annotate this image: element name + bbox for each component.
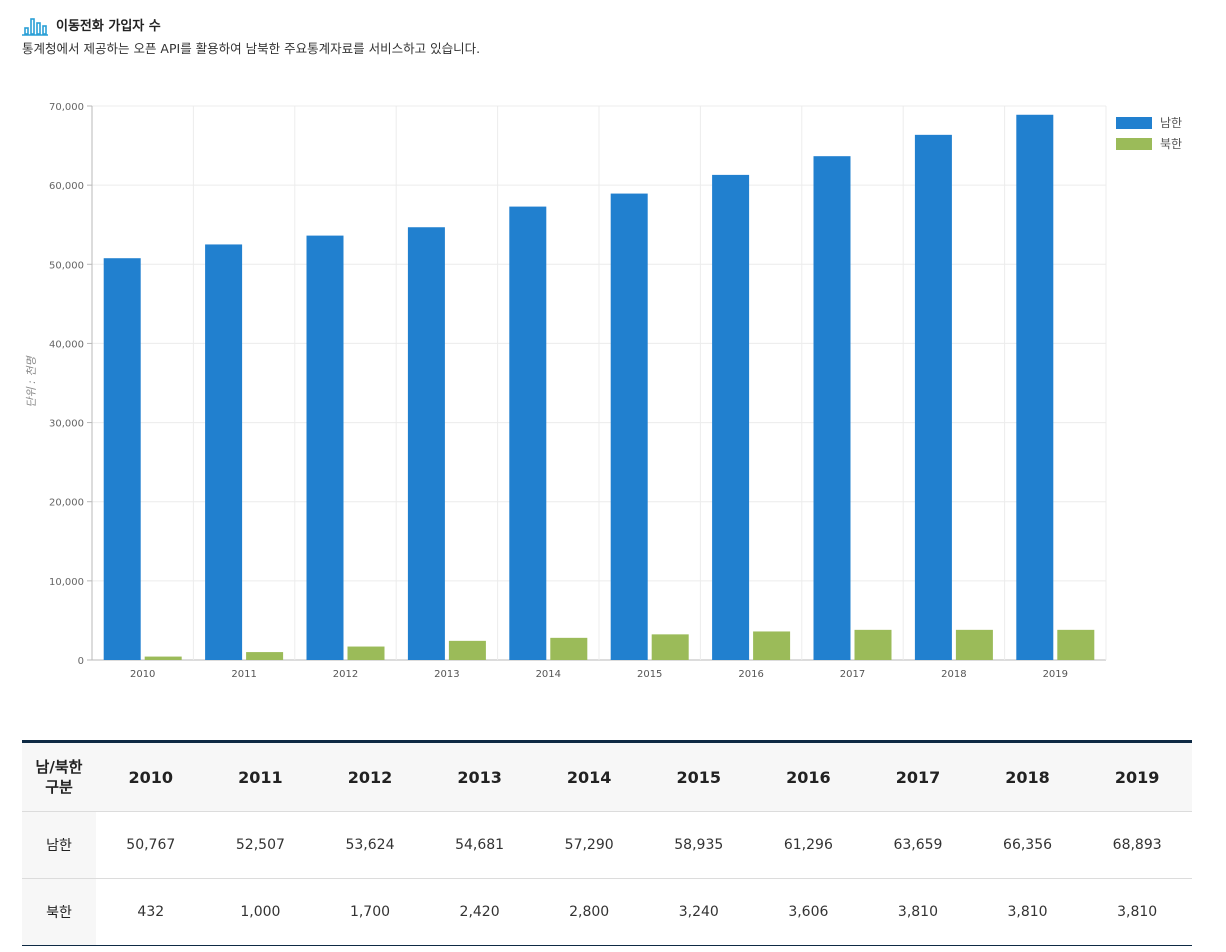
y-tick-label: 50,000 bbox=[49, 260, 84, 271]
table-cell: 3,810 bbox=[972, 878, 1083, 946]
bar-north bbox=[1057, 629, 1095, 660]
chart-legend: 남한 북한 bbox=[1116, 112, 1182, 154]
legend-item-south[interactable]: 남한 bbox=[1116, 112, 1182, 133]
table-cell: 63,659 bbox=[863, 811, 973, 879]
year-header: 2015 bbox=[643, 741, 754, 812]
year-header: 2019 bbox=[1082, 741, 1192, 812]
table-cell: 52,507 bbox=[205, 811, 316, 879]
bar-chart-icon bbox=[22, 18, 48, 36]
x-tick-label: 2010 bbox=[130, 669, 155, 680]
y-tick-label: 0 bbox=[78, 656, 84, 667]
y-axis-label: 단위 : 천명 bbox=[25, 356, 38, 408]
page-title: 이동전화 가입자 수 bbox=[56, 19, 161, 34]
table-cell: 53,624 bbox=[315, 811, 425, 879]
bar-north bbox=[144, 656, 182, 660]
y-tick-label: 20,000 bbox=[49, 498, 84, 509]
x-tick-label: 2011 bbox=[231, 669, 256, 680]
legend-label-south: 남한 bbox=[1160, 116, 1183, 130]
y-tick-label: 40,000 bbox=[49, 339, 84, 350]
bar-north bbox=[550, 637, 588, 660]
page-subtitle: 통계청에서 제공하는 오픈 API를 활용하여 남북한 주요통계자료를 서비스하… bbox=[22, 41, 481, 56]
table-cell: 61,296 bbox=[753, 811, 864, 879]
table-header-row: 남/북한 구분 2010 2011 2012 2013 2014 2015 20… bbox=[22, 741, 1192, 812]
table-cell: 3,810 bbox=[863, 878, 973, 946]
table-cell: 432 bbox=[96, 878, 206, 946]
table-cell: 1,700 bbox=[315, 878, 425, 946]
year-header: 2017 bbox=[863, 741, 973, 812]
year-header: 2012 bbox=[315, 741, 425, 812]
y-tick-label: 60,000 bbox=[49, 181, 84, 192]
x-tick-label: 2018 bbox=[941, 669, 966, 680]
bar-north bbox=[651, 634, 689, 660]
legend-label-north: 북한 bbox=[1160, 137, 1183, 151]
bar-south bbox=[813, 156, 851, 660]
x-tick-label: 2012 bbox=[333, 669, 358, 680]
bar-north bbox=[955, 629, 993, 660]
table-cell: 3,606 bbox=[753, 878, 864, 946]
y-tick-label: 10,000 bbox=[49, 577, 84, 588]
row-label: 남한 bbox=[22, 811, 96, 879]
legend-item-north[interactable]: 북한 bbox=[1116, 133, 1182, 154]
table-cell: 2,420 bbox=[424, 878, 535, 946]
bar-south bbox=[712, 174, 750, 661]
x-tick-label: 2016 bbox=[738, 669, 763, 680]
bar-south bbox=[103, 258, 141, 660]
bar-north bbox=[347, 646, 385, 660]
table-cell: 50,767 bbox=[96, 811, 206, 879]
table-row-north: 북한 432 1,000 1,700 2,420 2,800 3,240 3,6… bbox=[22, 878, 1192, 946]
bar-south bbox=[205, 244, 243, 661]
table-row-south: 남한 50,767 52,507 53,624 54,681 57,290 58… bbox=[22, 811, 1192, 879]
row-label: 북한 bbox=[22, 878, 96, 946]
y-tick-label: 30,000 bbox=[49, 419, 84, 430]
table-cell: 57,290 bbox=[534, 811, 644, 879]
corner-label-line2: 구분 bbox=[45, 778, 73, 796]
bar-south bbox=[610, 193, 648, 660]
year-header: 2013 bbox=[424, 741, 535, 812]
legend-swatch-north bbox=[1116, 137, 1152, 150]
bar-south bbox=[1016, 114, 1054, 661]
x-tick-label: 2017 bbox=[840, 669, 865, 680]
bar-south bbox=[407, 227, 445, 660]
bar-north bbox=[246, 652, 284, 660]
bar-south bbox=[306, 235, 344, 660]
x-tick-label: 2013 bbox=[434, 669, 459, 680]
year-header: 2010 bbox=[96, 741, 206, 812]
table-cell: 3,810 bbox=[1082, 878, 1192, 946]
data-table: 남/북한 구분 2010 2011 2012 2013 2014 2015 20… bbox=[22, 740, 1192, 946]
bar-north bbox=[854, 629, 892, 660]
table-cell: 66,356 bbox=[972, 811, 1083, 879]
table-cell: 3,240 bbox=[643, 878, 754, 946]
table-cell: 1,000 bbox=[205, 878, 316, 946]
legend-swatch-south bbox=[1116, 116, 1152, 129]
year-header: 2018 bbox=[972, 741, 1083, 812]
year-header: 2014 bbox=[534, 741, 644, 812]
table-corner-header: 남/북한 구분 bbox=[22, 741, 96, 812]
bar-south bbox=[914, 134, 952, 660]
table-cell: 68,893 bbox=[1082, 811, 1192, 879]
corner-label-line1: 남/북한 bbox=[35, 758, 83, 776]
x-tick-label: 2015 bbox=[637, 669, 662, 680]
y-tick-label: 70,000 bbox=[49, 102, 84, 113]
table-cell: 58,935 bbox=[643, 811, 754, 879]
bar-north bbox=[448, 640, 486, 660]
table-cell: 54,681 bbox=[424, 811, 535, 879]
bar-south bbox=[509, 206, 547, 660]
bar-chart: 0 10,000 20,000 30,000 40,000 50,000 60,000 70,… bbox=[49, 102, 1107, 680]
table-cell: 2,800 bbox=[534, 878, 644, 946]
bar-north bbox=[753, 631, 791, 660]
year-header: 2011 bbox=[205, 741, 316, 812]
x-tick-label: 2014 bbox=[536, 669, 561, 680]
header: 이동전화 가입자 수 통계청에서 제공하는 오픈 API를 활용하여 남북한 주… bbox=[22, 14, 480, 57]
year-header: 2016 bbox=[753, 741, 864, 812]
title-row: 이동전화 가입자 수 bbox=[22, 14, 480, 36]
x-tick-label: 2019 bbox=[1043, 669, 1068, 680]
